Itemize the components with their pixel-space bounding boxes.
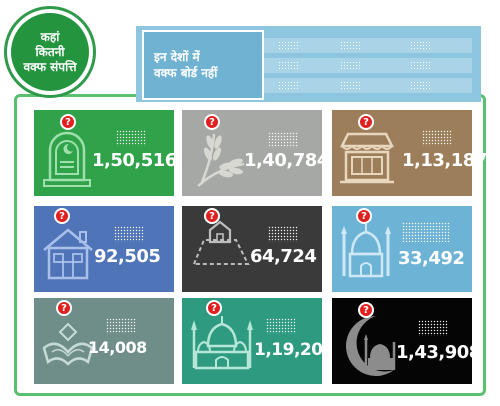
mosque-icon (341, 224, 391, 278)
plot-icon (192, 220, 250, 265)
question-icon: ? (54, 208, 70, 224)
tile-shops: ? 1,13,187 (332, 110, 487, 196)
dot-pattern (106, 318, 136, 334)
table-cell (278, 81, 300, 90)
question-icon: ? (358, 114, 374, 130)
tile-crescent-mosque: ? 1,43,908 (332, 298, 481, 384)
tile-value: 92,505 (94, 246, 161, 267)
mosque-domes-icon (191, 316, 253, 370)
badge-line-3: वक्फ संपत्ति (23, 59, 77, 74)
tile-houses: ? 92,505 (34, 206, 174, 292)
tile-quran: ? 14,008 (34, 298, 174, 384)
question-icon: ? (56, 300, 72, 316)
table-cell (278, 61, 300, 70)
tile-value: 1,13,187 (402, 150, 487, 171)
tile-value: 1,40,784 (244, 150, 329, 171)
dot-pattern (402, 222, 450, 242)
crescent-mosque-icon (346, 316, 396, 376)
question-icon: ? (358, 302, 374, 318)
banner-line-1: इन देशों में (154, 50, 200, 64)
tile-value: 33,492 (398, 248, 465, 269)
table-cell (340, 61, 362, 70)
tile-graves: ? 1,50,516 (34, 110, 177, 196)
dot-pattern (418, 320, 448, 336)
question-icon: ? (204, 114, 220, 130)
question-icon: ? (356, 208, 372, 224)
badge-line-2: कितनी (35, 44, 65, 59)
title-badge-inner: कहां कितनी वक्फ संपत्ति (11, 13, 89, 91)
tile-value: 64,724 (250, 246, 317, 267)
tile-mosque-domes: ? 1,19,200 (182, 298, 334, 384)
house-icon (43, 228, 93, 280)
table-cell (278, 41, 300, 50)
grave-icon (43, 131, 91, 187)
dot-pattern (116, 130, 146, 146)
tile-value: 1,50,516 (92, 150, 177, 171)
banner-line-2: वक्फ बोर्ड नहीं (154, 66, 218, 80)
dot-pattern (114, 226, 144, 242)
wheat-icon (197, 133, 245, 187)
table-cell (340, 81, 362, 90)
shop-icon (339, 132, 395, 184)
table-cell (410, 41, 432, 50)
dot-pattern (268, 132, 298, 148)
table-cell (410, 81, 432, 90)
tile-value: 14,008 (88, 338, 147, 357)
question-icon: ? (206, 300, 222, 316)
tile-mosques: ? 33,492 (332, 206, 472, 292)
table-cell (340, 41, 362, 50)
dot-pattern (268, 226, 298, 242)
question-icon: ? (60, 114, 76, 130)
banner-title: इन देशों में वक्फ बोर्ड नहीं (142, 30, 264, 100)
tile-agriculture: ? 1,40,784 (182, 110, 329, 196)
table-cell (410, 61, 432, 70)
tile-value: 1,43,908 (396, 342, 481, 363)
dot-pattern (422, 130, 452, 146)
tile-value: 1,19,200 (254, 340, 334, 360)
title-badge: कहां कितनी वक्फ संपत्ति (4, 6, 96, 98)
tile-plots: ? 64,724 (182, 206, 322, 292)
dot-pattern (266, 318, 296, 334)
badge-line-1: कहां (40, 29, 60, 44)
question-icon: ? (204, 208, 220, 224)
quran-icon (42, 322, 94, 366)
